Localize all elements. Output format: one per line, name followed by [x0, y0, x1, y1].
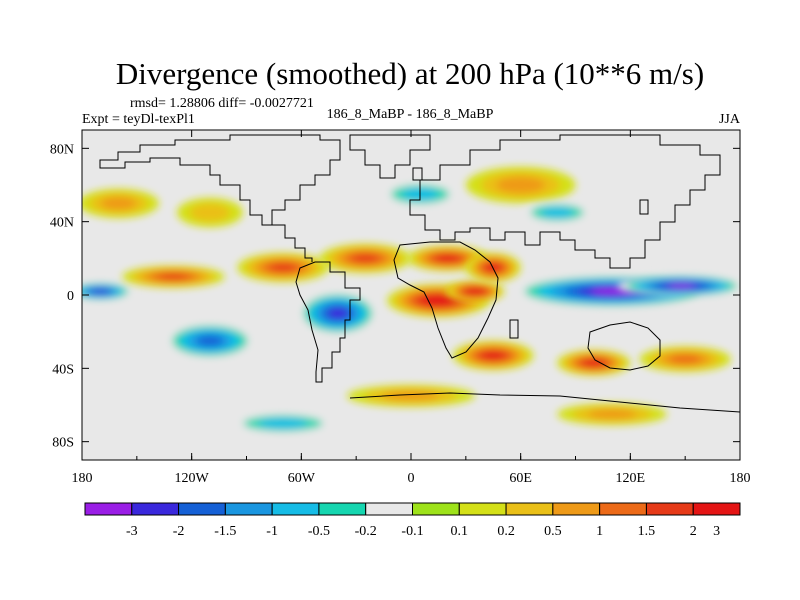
colorbar-swatch [271, 502, 320, 516]
colorbar-swatch [131, 502, 180, 516]
field-feature-13 [557, 350, 631, 376]
colorbar-swatch [552, 502, 601, 516]
field-contour [352, 254, 379, 263]
experiment-label: Expt = teyDl-texPl1 [82, 112, 195, 127]
field-contour [270, 263, 297, 272]
coastline-south-america [295, 261, 361, 383]
colorbar-label: 1 [596, 524, 603, 539]
field-contour [437, 255, 458, 262]
x-tick-label: 60E [509, 471, 532, 486]
comparison-label: 186_8_MaBP - 186_8_MaBP [327, 107, 494, 122]
field-feature-2 [82, 282, 134, 301]
field-contour [668, 283, 695, 289]
field-feature-17 [465, 166, 576, 204]
coastline-antarctica [349, 392, 740, 413]
coastline-greenland [349, 134, 431, 179]
y-tick-label: 40N [50, 216, 74, 231]
x-tick-label: 60W [288, 471, 316, 486]
field-feature-9 [122, 265, 225, 288]
field-contour [483, 351, 503, 360]
field-contour [540, 207, 574, 218]
coastline-europe-asia [409, 134, 721, 269]
coastline-central-america [272, 224, 313, 262]
colorbar-label: 3 [713, 524, 720, 539]
field-feature-22 [228, 412, 338, 435]
field-contour [328, 308, 348, 319]
field-contour [468, 289, 482, 294]
y-tick-label: 40S [52, 362, 74, 377]
field-contour [669, 354, 702, 364]
coastline-north-america [99, 134, 341, 226]
field-contour [100, 196, 137, 210]
field-contour [382, 390, 440, 401]
field-contour [196, 335, 223, 347]
colorbar-label: 0.5 [544, 524, 562, 539]
colorbar-label: -0.2 [355, 524, 377, 539]
colorbar-swatch [505, 502, 554, 516]
colorbar-swatch [318, 502, 367, 516]
chart-title: Divergence (smoothed) at 200 hPa (10**6 … [116, 56, 704, 91]
field-feature-15 [347, 384, 475, 407]
colorbar-swatch [365, 502, 414, 516]
field-feature-11 [164, 322, 256, 360]
colorbar-swatch [224, 502, 273, 516]
colorbar-label: -1 [266, 524, 278, 539]
x-tick-label: 180 [730, 471, 751, 486]
colorbar-swatch [458, 502, 507, 516]
colorbar-label: -1.5 [214, 524, 236, 539]
coastline-madagascar [509, 319, 519, 339]
colorbar-label: -2 [173, 524, 185, 539]
coastlines [99, 134, 740, 413]
coastline-africa [393, 241, 499, 359]
field-contour [496, 176, 546, 194]
field-feature-8 [237, 252, 329, 283]
field-contour [158, 273, 189, 280]
colorbar-label: -0.1 [401, 524, 423, 539]
map-panel: 180 120W 60W 0 60E 120E 180 80N 40N 0 40S 80S [50, 129, 751, 486]
field-feature-18 [82, 188, 159, 218]
field-contour [189, 203, 231, 222]
colorbar-swatch [599, 502, 647, 516]
colorbar-swatch [412, 502, 460, 516]
field-feature-1 [617, 274, 740, 297]
colorbar: -3 -2 -1.5 -1 -0.5 -0.2 -0.1 0.1 0.2 0.5 1 1.5 2 3 [84, 502, 741, 539]
field-contour [258, 418, 308, 429]
colorbar-swatch [178, 502, 226, 516]
field-contour [92, 289, 109, 294]
field-feature-7 [319, 243, 411, 273]
y-tick-label: 0 [67, 289, 74, 304]
coastline-british-isles [412, 167, 423, 181]
colorbar-label: 1.5 [638, 524, 656, 539]
colorbar-swatch [692, 502, 741, 516]
field-feature-14 [639, 346, 731, 372]
field-feature-16 [557, 403, 667, 426]
coastline-japan [639, 199, 649, 215]
coastline-australia [587, 321, 661, 371]
stats-text: rmsd= 1.28806 diff= -0.0027721 [130, 96, 314, 111]
field-contour [587, 409, 637, 420]
x-tick-label: 0 [408, 471, 415, 486]
colorbar-swatch [645, 502, 694, 516]
x-tick-label: 120E [616, 471, 646, 486]
axis-ticks: 180 120W 60W 0 60E 120E 180 80N 40N 0 40S 80S [50, 130, 751, 486]
x-tick-label: 180 [72, 471, 93, 486]
field-feature-10 [297, 291, 379, 336]
field-feature-21 [520, 201, 594, 224]
field-feature-19 [177, 197, 243, 228]
field-contour [427, 297, 450, 304]
y-tick-label: 80S [52, 436, 74, 451]
colorbar-label: 2 [690, 524, 697, 539]
season-label: JJA [719, 112, 741, 127]
field-feature-12 [453, 340, 534, 371]
colorbar-label: 0.1 [451, 524, 469, 539]
field-feature-4 [445, 280, 505, 303]
divergence-field [82, 166, 740, 435]
colorbar-swatch [84, 502, 133, 516]
y-tick-label: 80N [50, 142, 74, 157]
colorbar-label: 0.2 [497, 524, 515, 539]
colorbar-label: -0.5 [308, 524, 330, 539]
x-tick-label: 120W [175, 471, 210, 486]
colorbar-label: -3 [126, 524, 138, 539]
